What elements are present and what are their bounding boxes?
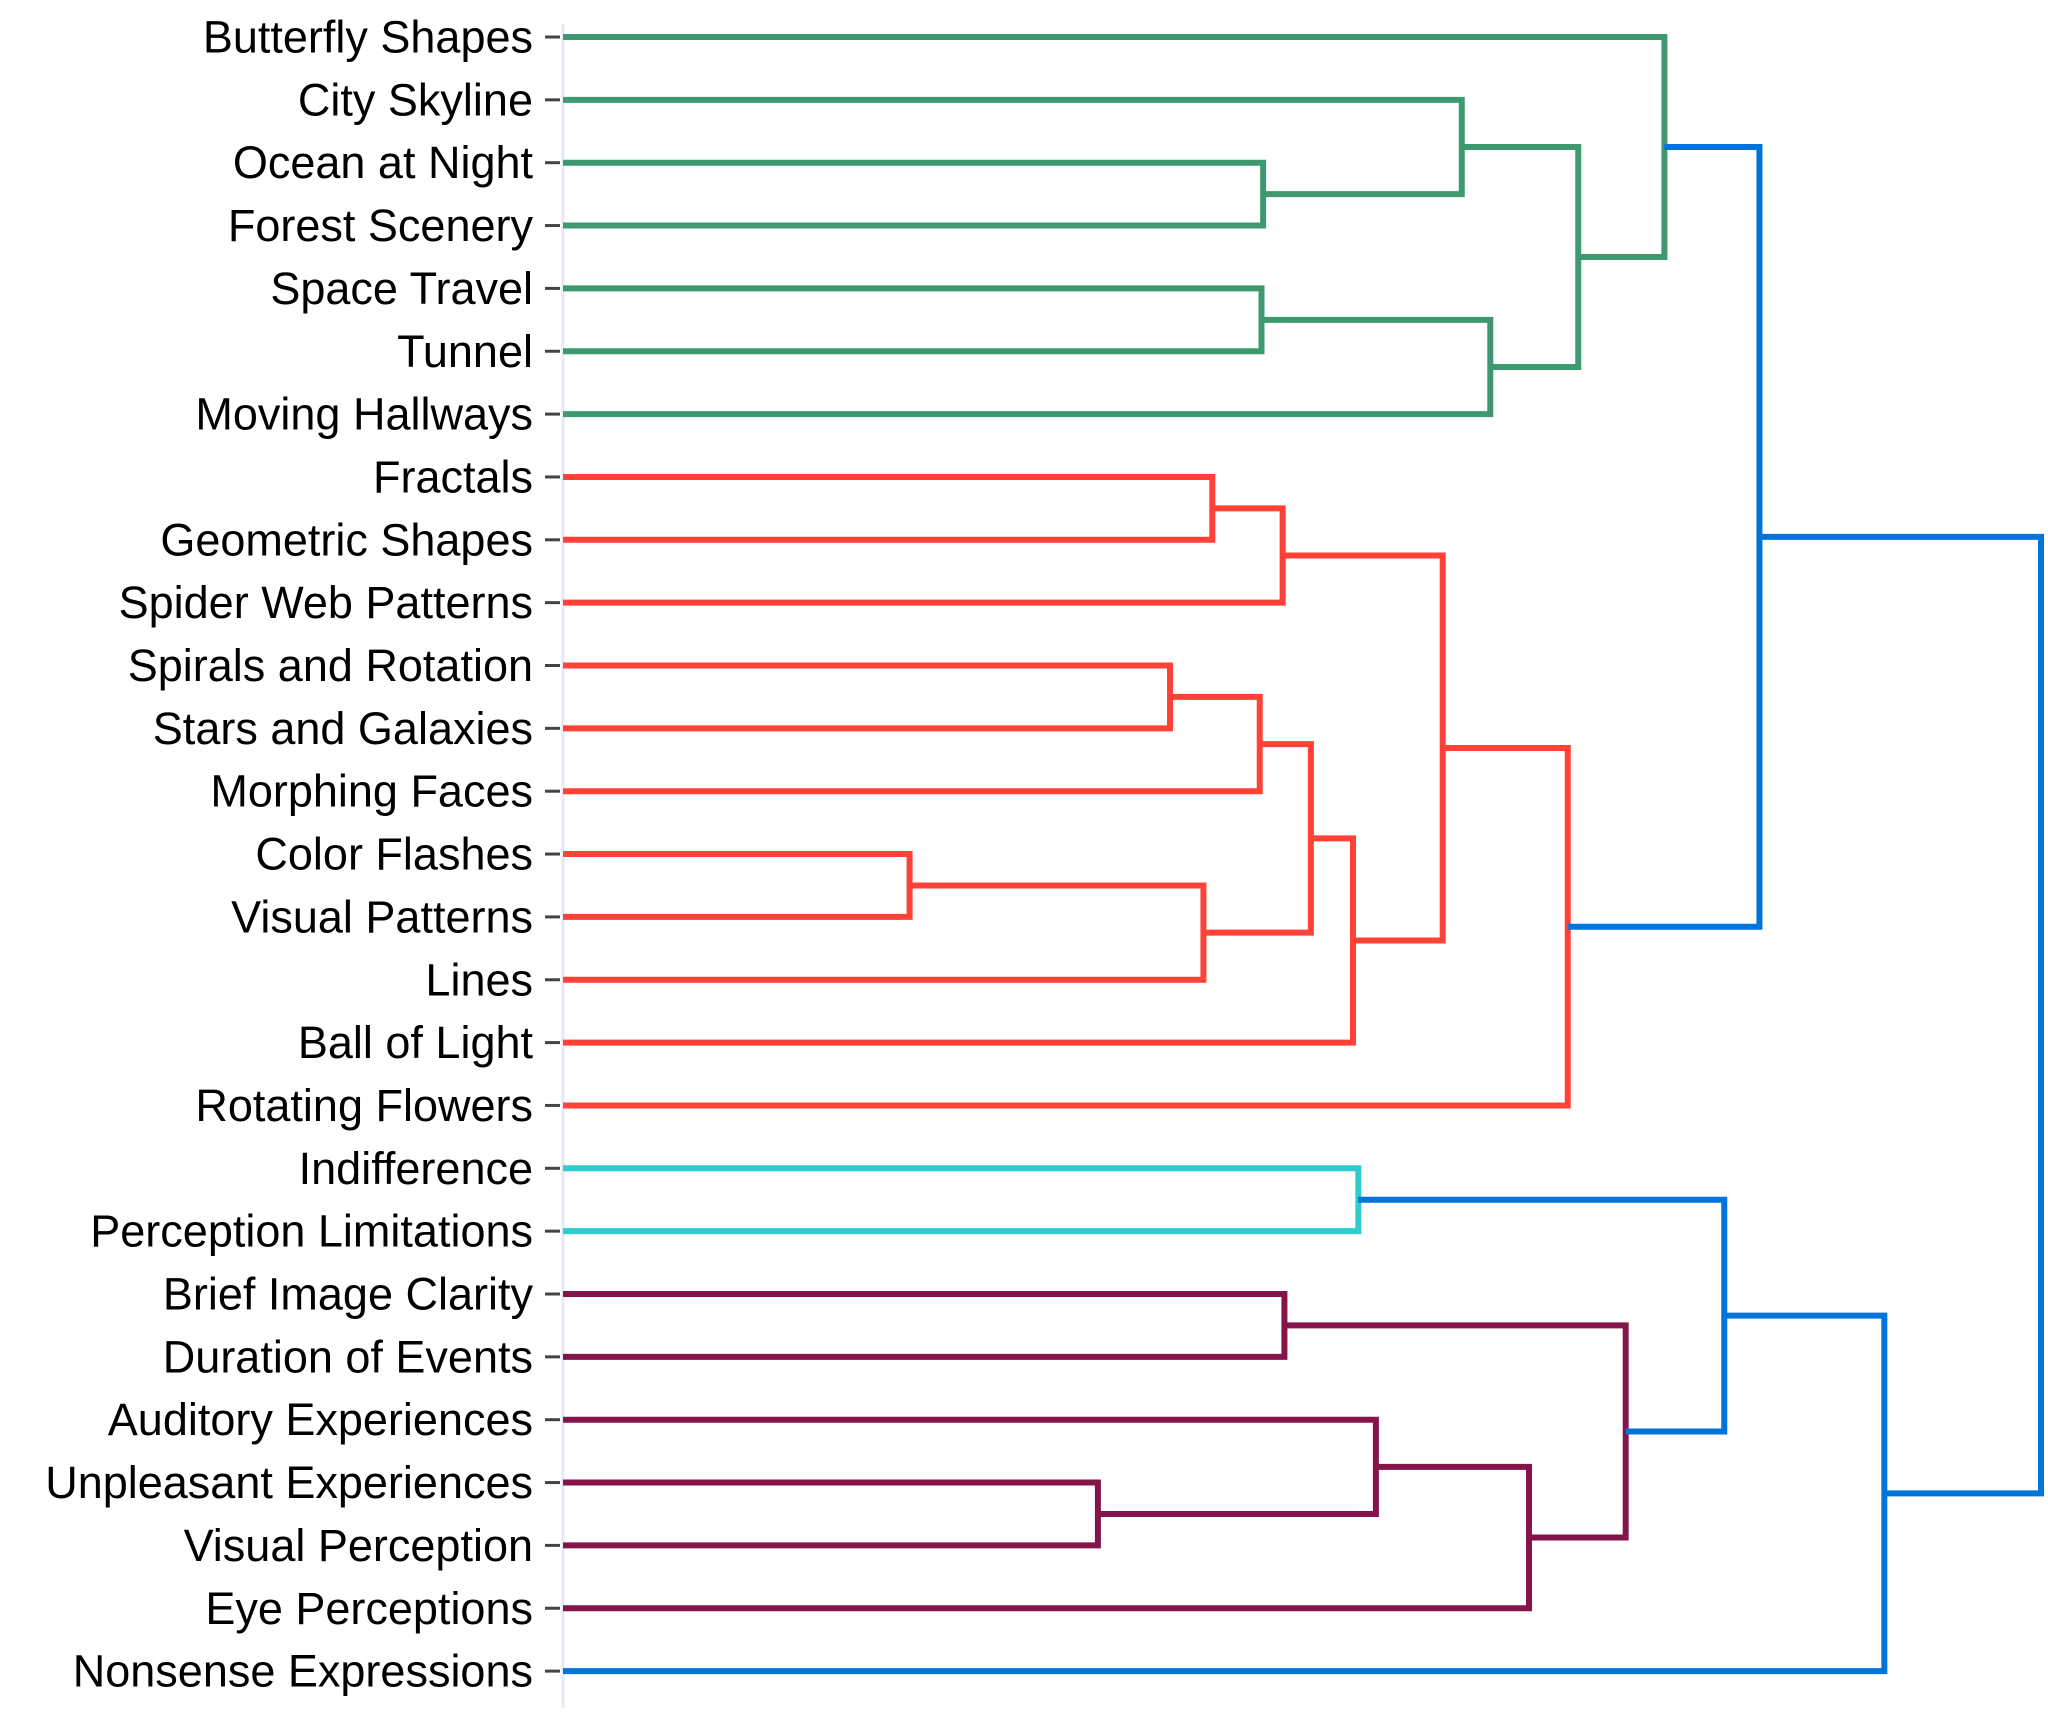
leaf-label: Rotating Flowers	[195, 1080, 533, 1131]
dendrogram-link	[563, 882, 1207, 983]
dendrogram-link	[1282, 552, 1446, 944]
leaf-label: Spirals and Rotation	[128, 640, 533, 691]
leaf-label: Unpleasant Experiences	[45, 1457, 533, 1508]
leaf-label: Eye Perceptions	[205, 1583, 533, 1634]
leaf-label: Morphing Faces	[210, 766, 533, 817]
leaf-label: Color Flashes	[255, 829, 533, 880]
leaf-labels: Butterfly Shapes City Skyline Ocean at Nig…	[45, 12, 533, 1697]
dendrogram-link	[563, 1463, 1533, 1612]
leaf-label: Fractals	[373, 451, 533, 502]
dendrogram-link	[563, 1416, 1379, 1517]
leaf-label: Ocean at Night	[233, 137, 534, 188]
dendrogram-link	[1759, 533, 2044, 1497]
dendrogram-link	[563, 96, 1465, 198]
leaf-label: Perception Limitations	[90, 1206, 533, 1257]
leaf-label: Visual Patterns	[231, 891, 533, 942]
leaf-label: Moving Hallways	[195, 389, 533, 440]
leaf-label: Tunnel	[397, 326, 533, 377]
leaf-label: Space Travel	[270, 263, 533, 314]
leaf-label: Auditory Experiences	[108, 1394, 533, 1445]
dendrogram-link	[563, 1291, 1288, 1360]
leaf-label: Lines	[425, 954, 533, 1005]
dendrogram-link	[563, 662, 1174, 732]
leaf-label: Brief Image Clarity	[163, 1269, 534, 1320]
leaf-label: Geometric Shapes	[160, 514, 533, 565]
dendrogram-link	[563, 316, 1494, 418]
dendrogram-link	[563, 744, 1571, 1109]
dendrogram-link	[1567, 143, 1763, 930]
leaf-label: Spider Web Patterns	[119, 577, 533, 628]
dendrogram-link	[1358, 1196, 1728, 1435]
leaf-label: Ball of Light	[298, 1017, 534, 1068]
leaf-label: Forest Scenery	[228, 200, 534, 251]
leaf-label: Visual Perception	[184, 1520, 533, 1571]
leaf-label: Duration of Events	[163, 1331, 533, 1382]
dendrogram-link	[563, 835, 1356, 1046]
dendrogram-link	[563, 693, 1263, 795]
dendrogram-link	[563, 159, 1267, 229]
leaf-label: Butterfly Shapes	[203, 12, 533, 63]
leaf-label: Nonsense Expressions	[73, 1646, 533, 1697]
dendrogram-links	[563, 34, 2044, 1675]
dendrogram-link	[563, 1479, 1101, 1549]
dendrogram-link	[563, 473, 1216, 543]
leaf-label: Stars and Galaxies	[153, 703, 533, 754]
dendrogram-link	[563, 851, 913, 920]
dendrogram-link	[563, 505, 1286, 606]
dendrogram-link	[563, 285, 1265, 355]
dendrogram-link	[563, 1165, 1362, 1235]
dendrogram-link	[1461, 143, 1582, 370]
leaf-label: City Skyline	[298, 74, 533, 125]
dendrogram-link	[563, 1312, 1888, 1675]
leaf-label: Indifference	[299, 1143, 533, 1194]
dendrogram-link	[1284, 1322, 1629, 1541]
leaf-ticks	[545, 35, 560, 1673]
